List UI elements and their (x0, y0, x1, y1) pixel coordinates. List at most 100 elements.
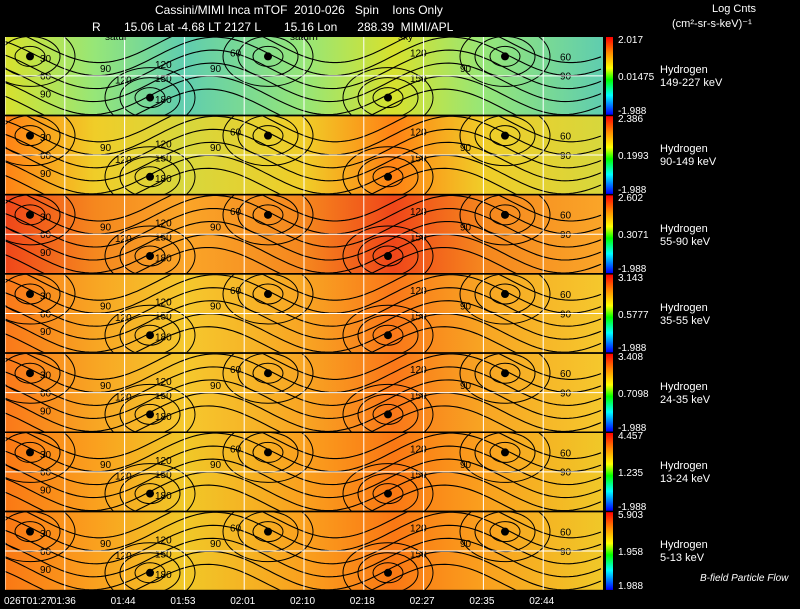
pole-marker (501, 131, 509, 140)
contour-label: 90 (100, 222, 112, 233)
pole-marker (146, 568, 154, 577)
contour-ring (372, 403, 404, 425)
contour-label: 90 (560, 389, 572, 400)
contour-label: 180 (155, 570, 172, 581)
pole-marker (146, 93, 154, 102)
contour-line (5, 116, 602, 156)
contour-label: 30 (40, 371, 52, 382)
contour-label: 90 (460, 460, 472, 471)
contour-ring (357, 77, 419, 115)
contour-label: 90 (210, 222, 222, 233)
contour-ring (489, 283, 521, 305)
contour-line (5, 512, 602, 552)
colorbar (606, 274, 613, 353)
contour-label: 30 (40, 54, 52, 65)
contour-label: 90 (40, 406, 52, 417)
contour-ring (134, 403, 166, 425)
contour-label: 60 (560, 369, 572, 380)
contour-ring (252, 362, 284, 384)
x-tick-label: 02:44 (529, 596, 555, 607)
contour-label: 150 (155, 549, 172, 560)
pole-marker (501, 527, 509, 536)
contour-ring (342, 383, 434, 432)
contour-ring (237, 37, 299, 77)
contour-ring (222, 195, 314, 246)
contour-label: 60 (230, 365, 242, 376)
colorbar-max: 4.457 (618, 431, 644, 442)
contour-label: 90 (460, 143, 472, 154)
contour-label: 180 (155, 95, 172, 106)
contour-label: 30 (40, 212, 52, 223)
contour-label: 90 (560, 309, 572, 320)
energy-label: 90-149 keV (660, 156, 717, 169)
colorbar (606, 433, 613, 511)
pole-marker (264, 448, 272, 457)
contour-ring (222, 274, 314, 325)
contour-ring (342, 304, 434, 353)
x-tick-label: 02:35 (469, 596, 495, 607)
contour-label: 60 (40, 151, 52, 162)
contour-label: 60 (560, 132, 572, 143)
pole-marker (26, 448, 34, 457)
contour-label: 120 (410, 365, 427, 376)
colorbar-max: 3.408 (618, 351, 644, 363)
contour-ring (104, 146, 196, 194)
contour-ring (134, 483, 166, 505)
pole-marker (264, 527, 272, 536)
contour-ring (372, 87, 404, 109)
contour-label: 90 (210, 460, 222, 471)
contour-label: 120 (155, 535, 172, 546)
contour-ring (119, 552, 181, 590)
contour-label: 60 (230, 207, 242, 218)
energy-label: 24-35 keV (660, 393, 711, 406)
contour-label: 90 (40, 327, 52, 338)
contour-ring (474, 512, 536, 553)
contour-ring (134, 324, 166, 346)
species-label: Hydrogen (660, 539, 708, 552)
contour-label: 180 (155, 333, 172, 344)
pole-marker (26, 369, 34, 378)
contour-label: 60 (40, 468, 52, 479)
colorbar-min: -1.988 (618, 184, 647, 196)
x-tick-label: 02:01 (230, 596, 256, 607)
contour-ring (372, 483, 404, 505)
contour-label: 90 (100, 539, 112, 550)
overlay-label: sky (398, 32, 413, 43)
pole-marker (26, 131, 34, 140)
colorbar-min: -1.988 (618, 264, 647, 276)
plot-title: Cassini/MIMI Inca mTOF 2010-026 Spin Ion… (155, 3, 443, 17)
contour-line (5, 405, 517, 432)
contour-label: 120 (410, 286, 427, 297)
contour-line (5, 563, 517, 590)
contour-label: 120 (115, 155, 132, 166)
contour-label: 30 (40, 133, 52, 144)
contour-ring (237, 512, 299, 553)
x-tick-label: 02:10 (290, 596, 316, 607)
contour-label: 120 (155, 377, 172, 388)
contour-ring (357, 314, 419, 353)
colorbar-max: 2.017 (618, 35, 644, 46)
contour-label: 60 (40, 72, 52, 83)
pole-marker (146, 331, 154, 340)
pole-marker (26, 52, 34, 61)
contour-ring (372, 245, 404, 267)
contour-line (5, 458, 602, 499)
pole-marker (384, 172, 392, 181)
contour-label: 30 (40, 291, 52, 302)
contour-line (5, 326, 517, 353)
contour-ring (252, 45, 284, 67)
contour-ring (104, 542, 196, 590)
contour-line (5, 537, 602, 578)
contour-ring (474, 274, 536, 315)
contour-label: 150 (410, 153, 427, 164)
contour-ring (222, 37, 314, 87)
pole-marker (501, 210, 509, 219)
contour-label: 90 (460, 539, 472, 550)
contour-line (5, 167, 517, 194)
contour-label: 90 (40, 248, 52, 259)
pole-marker (264, 52, 272, 61)
contour-ring (5, 353, 76, 404)
energy-label: 13-24 keV (660, 473, 711, 486)
